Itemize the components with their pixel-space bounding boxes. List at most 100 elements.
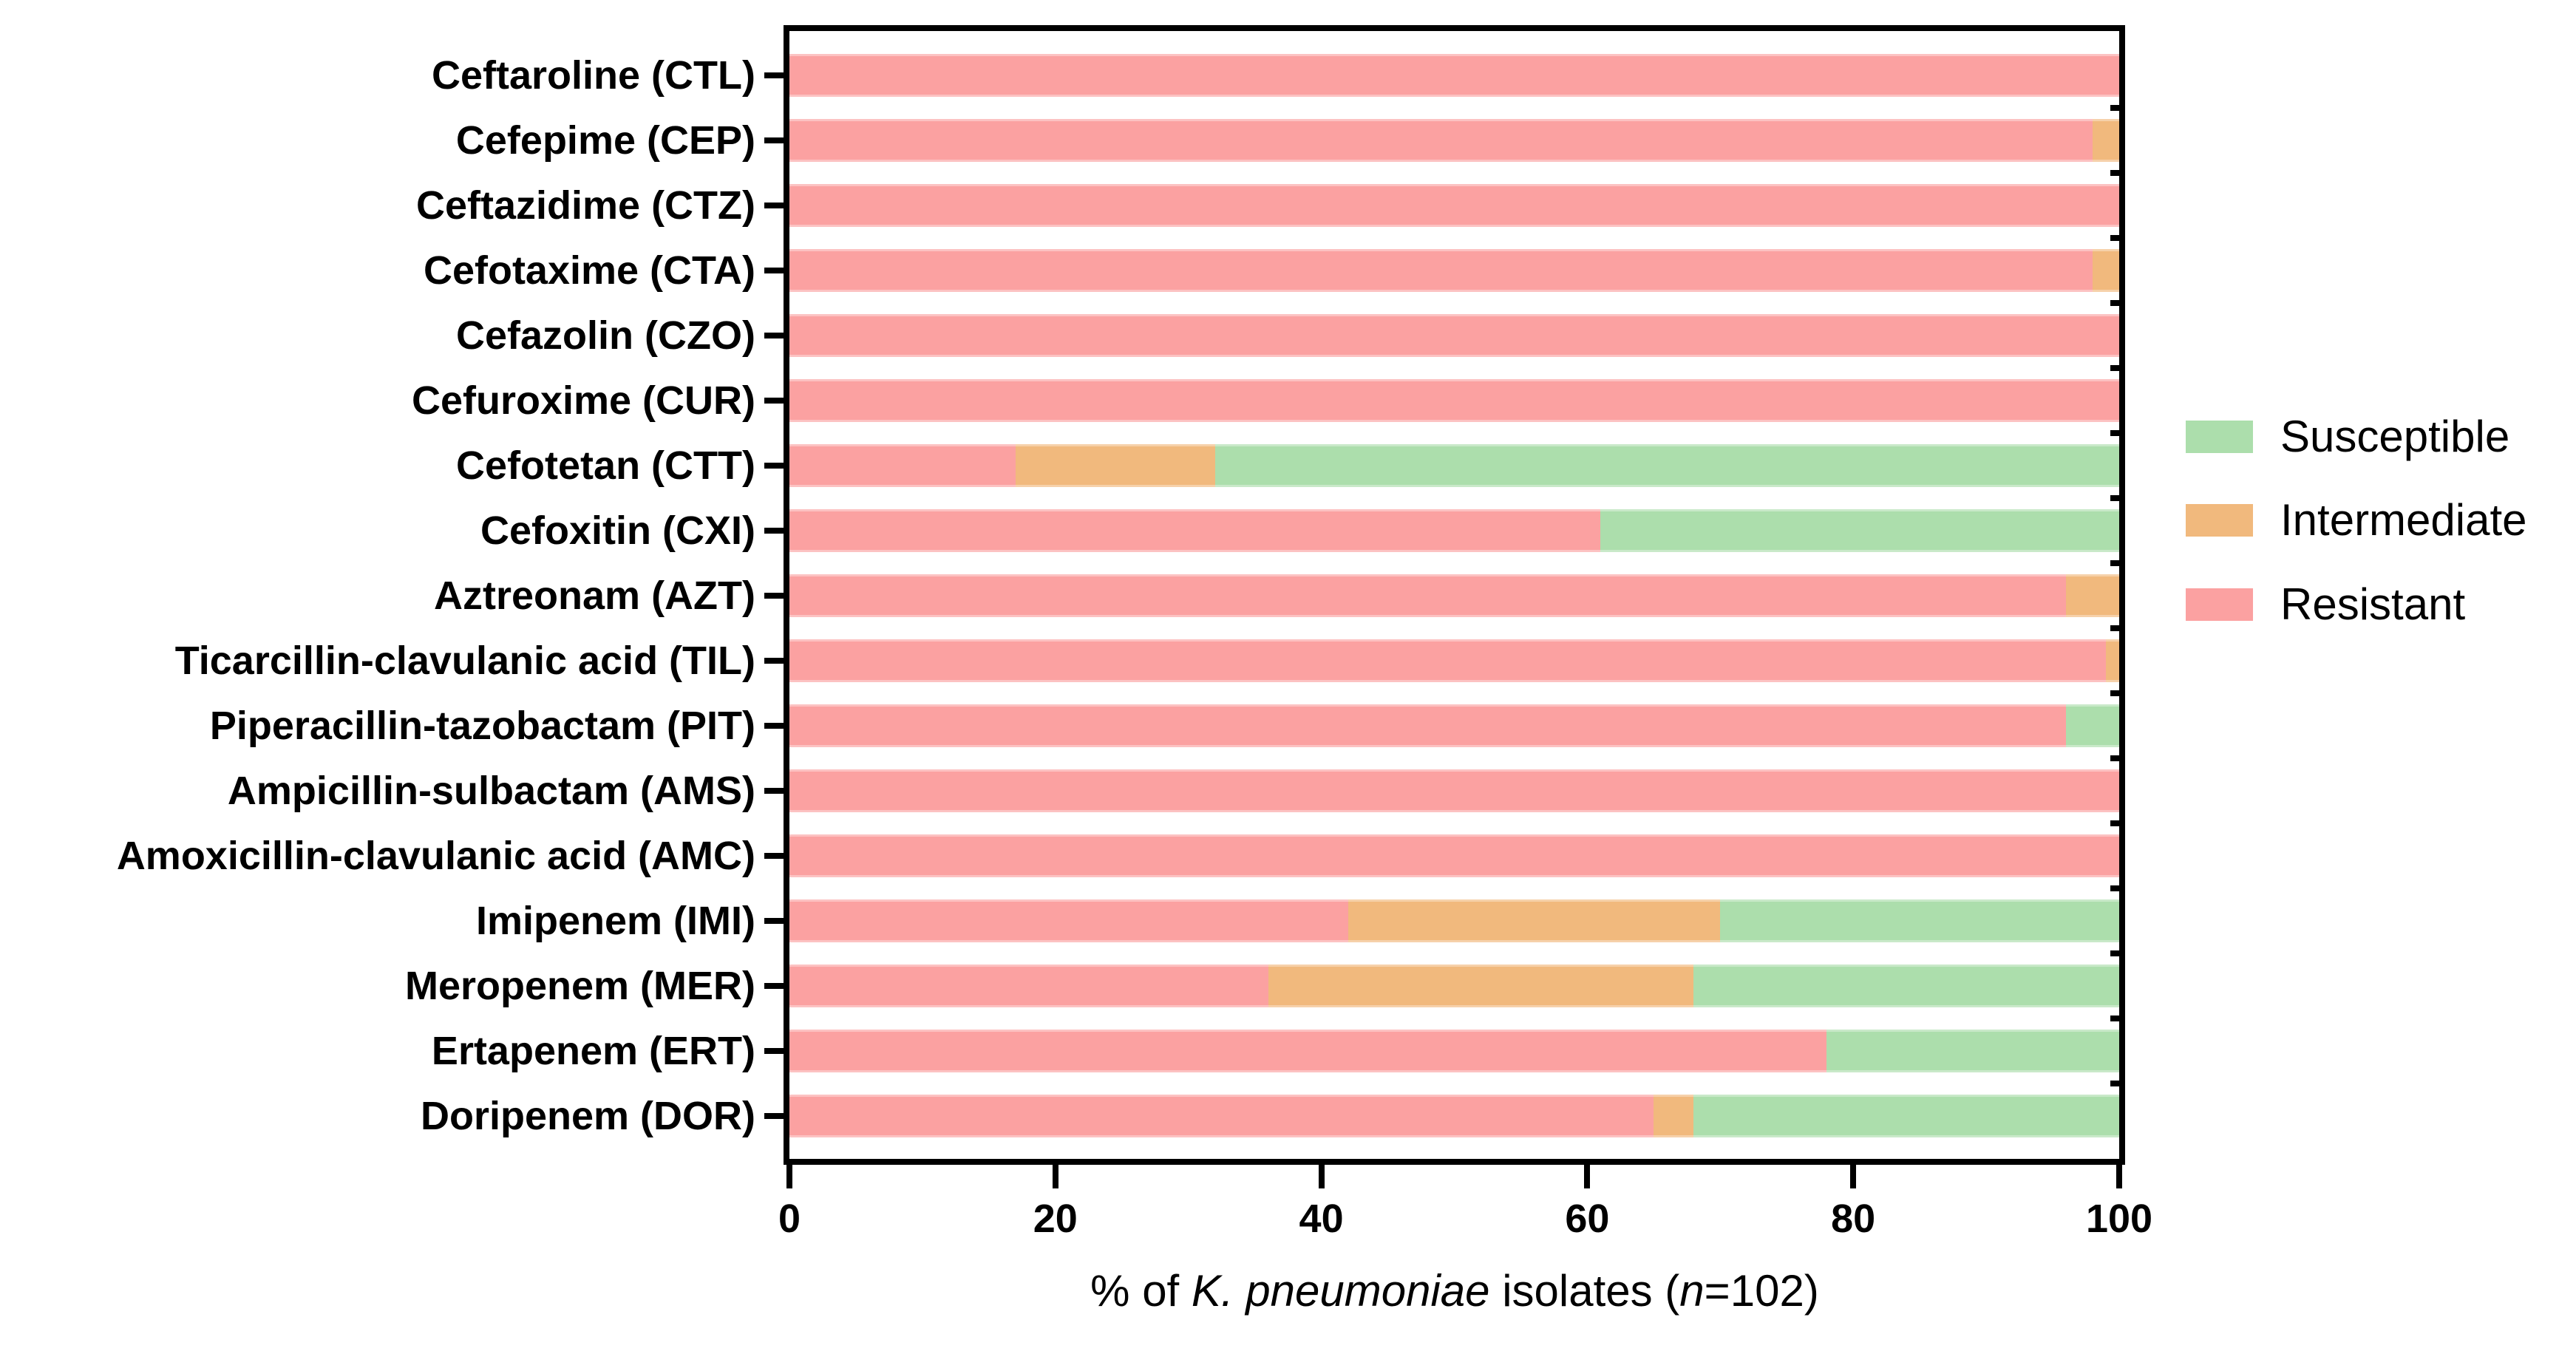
right-edge-nub [2110, 170, 2119, 176]
y-category-label: Ticarcillin-clavulanic acid (TIL) [174, 639, 755, 683]
bar-segment-susceptible [1693, 1095, 2119, 1137]
y-category-tick [764, 658, 784, 664]
bar-segment-susceptible [1693, 965, 2119, 1007]
right-edge-nub [2110, 495, 2119, 501]
legend-swatch-susceptible [2186, 421, 2253, 453]
y-category-tick [764, 593, 784, 599]
y-category-label: Meropenem (MER) [404, 964, 755, 1008]
y-category-tick [764, 788, 784, 794]
legend-swatch-resistant [2186, 588, 2253, 621]
axis-title-italic-part: K. pneumoniae [1191, 1266, 1490, 1316]
bar-segment-susceptible [1720, 899, 2119, 942]
right-edge-nub [2110, 235, 2119, 241]
y-category-tick [764, 333, 784, 338]
right-edge-nub [2110, 365, 2119, 371]
bar-segment-resistant [789, 574, 2067, 617]
y-category-tick [764, 398, 784, 404]
y-category-label: Ceftazidime (CTZ) [416, 183, 755, 228]
plot-frame [784, 25, 2125, 1165]
axis-title-part: =102) [1704, 1266, 1819, 1316]
bar-segment-resistant [789, 509, 1601, 552]
y-category-label: Cefepime (CEP) [455, 118, 755, 163]
y-category-label: Aztreonam (AZT) [434, 574, 755, 618]
legend-swatch-intermediate [2186, 504, 2253, 537]
y-category-tick [764, 528, 784, 534]
right-edge-nub [2110, 950, 2119, 956]
x-axis-tick-label: 40 [1299, 1197, 1344, 1241]
axis-title-part: isolates ( [1489, 1266, 1680, 1316]
right-edge-nub [2110, 1081, 2119, 1086]
x-axis-tick [2116, 1165, 2122, 1188]
y-category-label: Ampicillin-sulbactam (AMS) [227, 769, 755, 813]
bar-segment-resistant [789, 769, 2119, 812]
bar-segment-resistant [789, 704, 2067, 747]
bar-segment-resistant [789, 54, 2119, 97]
bar-segment-intermediate [2093, 119, 2119, 162]
y-category-tick [764, 918, 784, 924]
bar-segment-susceptible [1600, 509, 2119, 552]
right-edge-nub [2110, 105, 2119, 111]
x-axis-title: % of K. pneumoniae isolates (n=102) [716, 1265, 2194, 1316]
bar-segment-intermediate [1015, 444, 1215, 487]
right-edge-nub [2110, 820, 2119, 826]
bar-segment-resistant [789, 119, 2093, 162]
y-category-tick [764, 137, 784, 143]
bar-segment-intermediate [1654, 1095, 1694, 1137]
right-edge-nub [2110, 755, 2119, 761]
bar-segment-resistant [789, 1030, 1827, 1072]
bar-segment-susceptible [1214, 444, 2119, 487]
legend-label: Resistant [2280, 579, 2466, 629]
y-category-label: Piperacillin-tazobactam (PIT) [209, 704, 755, 748]
axis-title-part: % of [1090, 1266, 1192, 1316]
bar-segment-intermediate [2066, 574, 2119, 617]
bar-segment-resistant [789, 834, 2119, 877]
y-category-tick [764, 1113, 784, 1119]
right-edge-nub [2110, 1016, 2119, 1021]
y-category-label: Doripenem (DOR) [420, 1094, 755, 1138]
y-category-label: Cefotaxime (CTA) [423, 248, 755, 293]
bar-segment-intermediate [1268, 965, 1694, 1007]
y-category-label: Amoxicillin-clavulanic acid (AMC) [116, 834, 755, 878]
axis-title-italic-part: n [1679, 1266, 1705, 1316]
right-edge-nub [2110, 625, 2119, 631]
x-axis-tick [1318, 1165, 1325, 1188]
y-category-label: Cefazolin (CZO) [456, 313, 755, 358]
y-category-tick [764, 723, 784, 729]
bar-segment-intermediate [1348, 899, 1721, 942]
y-category-label: Cefuroxime (CUR) [411, 378, 755, 423]
y-category-tick [764, 72, 784, 78]
x-axis-tick-label: 80 [1831, 1197, 1876, 1241]
x-axis-tick [1052, 1165, 1058, 1188]
legend-label: Susceptible [2280, 412, 2510, 461]
right-edge-nub [2110, 430, 2119, 436]
y-category-label: Cefoxitin (CXI) [480, 508, 755, 553]
bar-segment-resistant [789, 639, 2106, 682]
bar-segment-intermediate [2093, 249, 2119, 292]
x-axis-tick-label: 20 [1033, 1197, 1078, 1241]
right-edge-nub [2110, 300, 2119, 306]
bar-segment-susceptible [2066, 704, 2119, 747]
right-edge-nub [2110, 885, 2119, 891]
y-category-label: Imipenem (IMI) [475, 899, 755, 943]
y-category-tick [764, 203, 784, 208]
bar-segment-resistant [789, 314, 2119, 357]
y-category-tick [764, 1048, 784, 1054]
y-category-label: Ceftaroline (CTL) [432, 53, 755, 98]
bar-segment-intermediate [2106, 639, 2119, 682]
x-axis-tick [1850, 1165, 1857, 1188]
bar-segment-resistant [789, 249, 2093, 292]
x-axis-tick-label: 60 [1565, 1197, 1610, 1241]
y-category-label: Ertapenem (ERT) [431, 1029, 755, 1073]
bar-segment-resistant [789, 899, 1348, 942]
right-edge-nub [2110, 560, 2119, 566]
bar-segment-resistant [789, 1095, 1654, 1137]
right-edge-nub [2110, 690, 2119, 696]
x-axis-tick-label: 0 [778, 1197, 801, 1241]
y-category-tick [764, 853, 784, 859]
bar-segment-resistant [789, 379, 2119, 422]
y-category-label: Cefotetan (CTT) [456, 443, 755, 488]
y-category-tick [764, 463, 784, 469]
x-axis-tick [1584, 1165, 1591, 1188]
x-axis-tick-label: 100 [2085, 1197, 2153, 1241]
